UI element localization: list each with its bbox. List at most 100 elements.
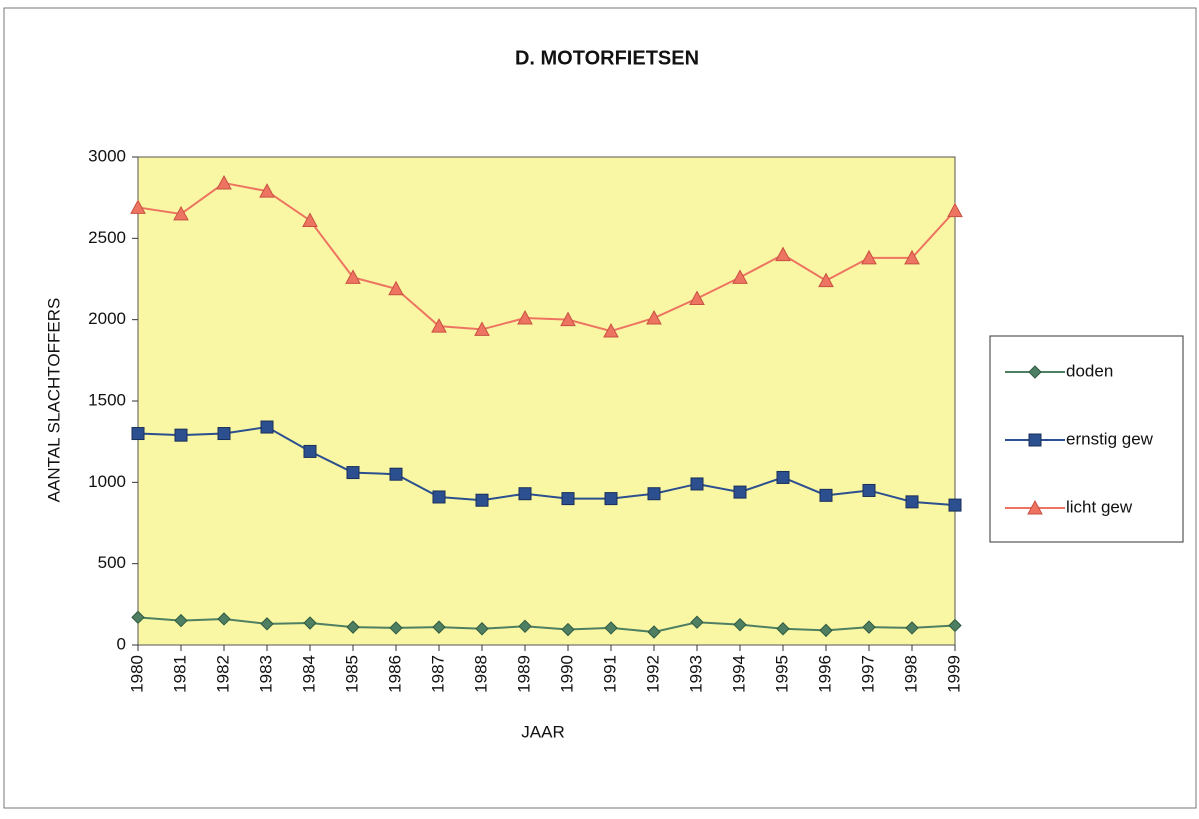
legend-label: doden bbox=[1066, 361, 1113, 380]
x-tick-label: 1993 bbox=[686, 655, 705, 693]
marker bbox=[302, 212, 318, 227]
marker bbox=[776, 470, 790, 484]
marker bbox=[604, 492, 618, 506]
marker bbox=[604, 621, 618, 635]
x-tick-label: 1990 bbox=[557, 655, 576, 693]
marker bbox=[1027, 499, 1043, 515]
marker bbox=[474, 321, 490, 336]
marker bbox=[216, 174, 232, 190]
marker bbox=[130, 199, 146, 214]
marker bbox=[173, 205, 189, 221]
x-tick-label: 1991 bbox=[600, 655, 619, 693]
marker bbox=[475, 622, 489, 636]
y-axis-label: AANTAL SLACHTOFFERS bbox=[44, 298, 63, 503]
marker bbox=[432, 490, 446, 504]
marker bbox=[431, 318, 447, 333]
marker bbox=[561, 492, 575, 506]
x-tick-label: 1995 bbox=[772, 655, 791, 693]
marker bbox=[733, 485, 747, 499]
series-line bbox=[137, 181, 956, 333]
marker bbox=[260, 617, 274, 631]
marker bbox=[948, 498, 962, 512]
x-tick-label: 1996 bbox=[815, 655, 834, 693]
marker bbox=[131, 427, 145, 441]
marker bbox=[862, 483, 876, 497]
chart-title: D. MOTORFIETSEN bbox=[515, 47, 699, 69]
marker bbox=[475, 493, 489, 507]
marker bbox=[517, 309, 533, 325]
marker bbox=[818, 272, 834, 288]
marker bbox=[904, 249, 920, 265]
marker bbox=[1028, 433, 1042, 447]
marker bbox=[259, 183, 275, 198]
marker bbox=[389, 467, 403, 481]
x-tick-label: 1981 bbox=[170, 655, 189, 693]
x-tick-label: 1992 bbox=[643, 655, 662, 693]
marker bbox=[647, 625, 661, 639]
marker bbox=[217, 427, 231, 441]
x-tick-label: 1982 bbox=[213, 655, 232, 693]
series-line bbox=[137, 425, 956, 507]
marker bbox=[346, 466, 360, 480]
marker bbox=[174, 613, 188, 628]
y-tick-label: 1000 bbox=[88, 472, 126, 491]
marker bbox=[647, 487, 661, 501]
marker bbox=[303, 444, 317, 458]
plot-area bbox=[137, 156, 956, 646]
x-tick-label: 1988 bbox=[471, 655, 490, 693]
legend-label: licht gew bbox=[1066, 497, 1133, 516]
x-tick-label: 1983 bbox=[256, 655, 275, 693]
marker bbox=[689, 290, 705, 306]
y-tick-label: 1500 bbox=[88, 390, 126, 409]
marker bbox=[432, 620, 446, 634]
marker bbox=[131, 610, 145, 625]
marker bbox=[217, 612, 231, 626]
marker bbox=[776, 622, 790, 636]
legend-label: ernstig gew bbox=[1066, 429, 1154, 448]
marker bbox=[1028, 365, 1042, 379]
marker bbox=[174, 428, 188, 442]
y-tick-label: 0 bbox=[117, 634, 126, 653]
marker bbox=[389, 621, 403, 635]
marker bbox=[518, 619, 532, 634]
marker bbox=[862, 620, 876, 634]
marker bbox=[303, 616, 317, 630]
marker bbox=[861, 249, 877, 265]
x-tick-label: 1998 bbox=[901, 655, 920, 693]
x-axis-label: JAAR bbox=[521, 722, 564, 741]
marker bbox=[905, 495, 919, 509]
y-tick-label: 3000 bbox=[88, 146, 126, 165]
y-tick-label: 500 bbox=[98, 553, 126, 572]
x-tick-label: 1997 bbox=[858, 655, 877, 693]
marker bbox=[388, 280, 404, 296]
marker bbox=[947, 202, 963, 218]
marker bbox=[518, 487, 532, 501]
marker bbox=[690, 477, 704, 491]
marker bbox=[690, 615, 704, 629]
marker bbox=[905, 621, 919, 635]
x-tick-label: 1984 bbox=[299, 655, 318, 693]
marker bbox=[733, 617, 747, 632]
marker bbox=[646, 309, 662, 325]
series-line bbox=[137, 616, 956, 633]
marker bbox=[819, 488, 833, 502]
y-tick-label: 2000 bbox=[88, 309, 126, 328]
marker bbox=[560, 311, 576, 327]
x-tick-label: 1999 bbox=[944, 655, 963, 693]
y-tick-label: 2500 bbox=[88, 228, 126, 247]
x-tick-label: 1980 bbox=[127, 655, 146, 693]
marker bbox=[346, 620, 360, 634]
x-tick-label: 1985 bbox=[342, 655, 361, 693]
marker bbox=[260, 420, 274, 434]
marker bbox=[603, 322, 619, 338]
marker bbox=[345, 269, 361, 284]
marker bbox=[775, 246, 791, 262]
marker bbox=[819, 623, 833, 638]
x-tick-label: 1987 bbox=[428, 655, 447, 693]
x-tick-label: 1986 bbox=[385, 655, 404, 693]
x-tick-label: 1989 bbox=[514, 655, 533, 693]
marker bbox=[948, 618, 962, 633]
marker bbox=[561, 622, 575, 637]
